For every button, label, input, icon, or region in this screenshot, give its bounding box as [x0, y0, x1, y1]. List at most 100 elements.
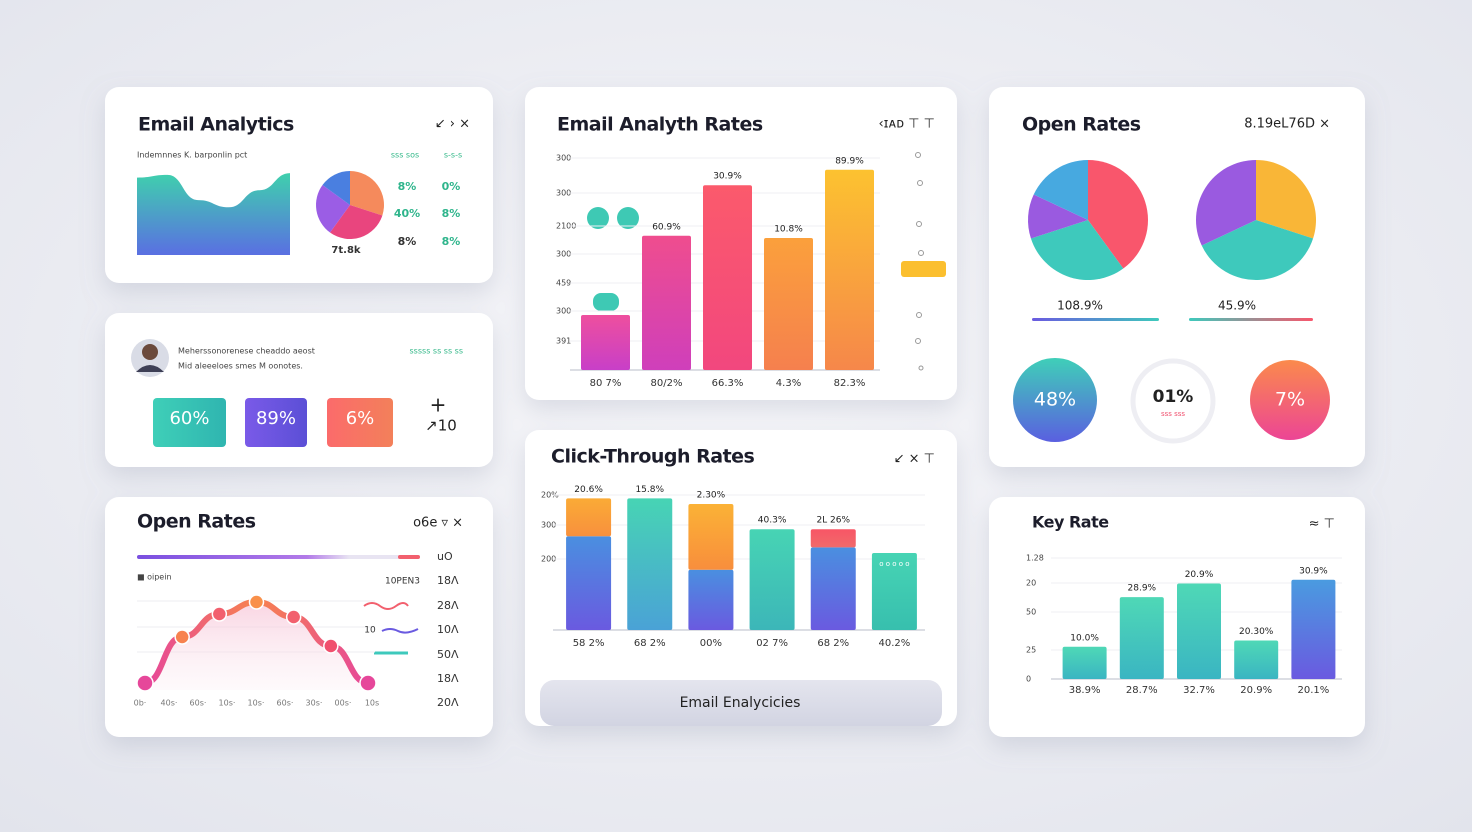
y-label: 459 [556, 279, 571, 288]
side-dots [915, 152, 924, 371]
card-title: Click-Through Rates [551, 446, 755, 468]
plus[interactable]: + [430, 393, 447, 417]
card-title: Open Rates [137, 511, 256, 533]
y-label: 300 [556, 250, 571, 259]
x-label: 20.1% [1298, 685, 1330, 696]
pie-slice [1030, 220, 1124, 280]
x-label: 0b· [134, 699, 147, 708]
underline [1032, 318, 1159, 321]
badge [1013, 358, 1097, 442]
y-label: 391 [556, 337, 571, 346]
bar-label: 30.9% [1299, 566, 1328, 576]
button[interactable] [540, 680, 942, 726]
mini-line [381, 628, 419, 634]
button-label[interactable]: Email Enalycicies [680, 695, 801, 711]
card-controls[interactable]: ↙ › × [435, 117, 470, 132]
x-label: 20.9% [1240, 685, 1272, 696]
bar-label: 40.3% [758, 516, 787, 526]
x-label: 00% [700, 638, 722, 649]
bar-label: 10.8% [774, 225, 803, 235]
card-title: Key Rate [1032, 513, 1109, 532]
x-label: 58 2% [573, 638, 605, 649]
pie-slice [322, 171, 350, 205]
area [137, 173, 290, 255]
y-label: 2100 [556, 222, 576, 231]
tile [245, 398, 307, 447]
x-label: 10s [365, 699, 379, 708]
stat: 8% [398, 235, 417, 248]
card-controls[interactable]: ↙ × ⊤ [894, 452, 935, 467]
stat: 8% [442, 207, 461, 220]
x-label: 68 2% [817, 638, 849, 649]
x-label: 68 2% [634, 638, 666, 649]
x-label: 80 7% [590, 378, 622, 389]
card-subtitle: Indemnnes K. barponlin pct [137, 151, 247, 160]
line-area [145, 602, 368, 690]
card-controls[interactable]: ‹ɪᴀᴅ ⊤ ⊤ [878, 117, 935, 132]
bar [810, 547, 856, 630]
tile-label: 89% [256, 408, 296, 429]
x-label: 10s· [248, 699, 265, 708]
bar [825, 169, 874, 370]
badge-label: 48% [1034, 389, 1076, 411]
point [174, 629, 190, 645]
x-label: 40s· [161, 699, 178, 708]
bar [703, 185, 752, 370]
y-label: 20 [1026, 579, 1036, 588]
stat: 8% [442, 235, 461, 248]
card-title: Email Analytics [138, 114, 294, 136]
bar [566, 536, 612, 630]
y-label: 300 [556, 154, 571, 163]
column-head: sss sos [391, 151, 419, 160]
y-label: 200 [541, 555, 556, 564]
bar [749, 529, 795, 630]
card-controls[interactable]: 8.19eL76D × [1244, 117, 1330, 132]
pie-slice [1033, 160, 1088, 220]
card-title: Email Analyth Rates [557, 114, 763, 136]
bar [688, 504, 734, 570]
bar [810, 529, 856, 548]
icon[interactable] [587, 207, 609, 229]
bar [871, 553, 917, 630]
side-note: 10 [364, 626, 376, 636]
x-label: 82.3% [834, 378, 866, 389]
x-label: 10s· [219, 699, 236, 708]
underline [1189, 318, 1313, 321]
pie-label: 45.9% [1218, 299, 1256, 313]
icon[interactable] [617, 207, 639, 229]
trend: ↗10 [425, 417, 457, 435]
card-controls[interactable]: o6e ▿ × [413, 516, 463, 531]
bar-label: 15.8% [635, 485, 664, 495]
progress-end [398, 555, 420, 559]
x-label: 60s· [190, 699, 207, 708]
bar-label: 2L 26% [816, 516, 850, 526]
y-label: 300 [556, 307, 571, 316]
bar [1177, 583, 1221, 679]
stat: 40% [394, 207, 420, 220]
bar [642, 235, 691, 370]
tile-label: 60% [169, 408, 209, 429]
bar-label: 28.9% [1128, 584, 1157, 594]
point [211, 606, 228, 622]
badge [1130, 358, 1216, 444]
bar [688, 569, 734, 630]
right-label: 10Λ [437, 623, 459, 636]
x-label: 32.7% [1183, 685, 1215, 696]
x-label: 80/2% [651, 378, 683, 389]
card-controls[interactable]: ≈ ⊤ [1309, 517, 1335, 532]
y-label: 50 [1026, 608, 1036, 617]
pie-label: 108.9% [1057, 299, 1103, 313]
bar [1234, 640, 1279, 679]
x-label: 38.9% [1069, 685, 1101, 696]
bar-label: 30.9% [713, 172, 742, 182]
profile-tag: sssss ss ss ss [410, 347, 463, 356]
column-head: s-s-s [444, 151, 462, 160]
y-label: 1.28 [1026, 554, 1044, 563]
badge [1250, 360, 1330, 440]
card-title: Open Rates [1022, 114, 1141, 136]
right-label: 28Λ [437, 599, 459, 612]
pie-slice [1196, 160, 1256, 246]
x-label: 28.7% [1126, 685, 1158, 696]
right-label: 50Λ [437, 648, 459, 661]
